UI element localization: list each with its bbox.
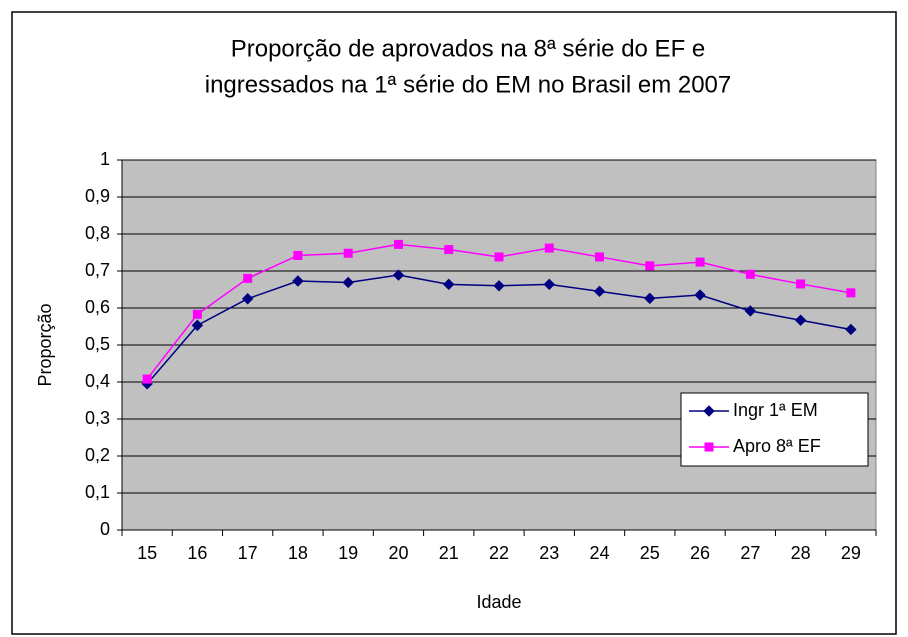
marker	[744, 305, 757, 317]
marker	[845, 323, 857, 336]
y-tick-label: 0,9	[85, 186, 110, 206]
marker	[292, 275, 304, 287]
x-tick-label: 22	[489, 543, 509, 563]
y-tick-label: 0,5	[85, 334, 110, 354]
marker	[794, 314, 807, 326]
x-tick-label: 29	[841, 543, 861, 563]
marker	[645, 261, 655, 271]
marker	[494, 252, 504, 262]
x-tick-label: 20	[388, 543, 408, 563]
x-tick-label: 23	[539, 543, 559, 563]
marker	[595, 252, 605, 262]
marker	[644, 292, 656, 305]
marker	[593, 285, 606, 298]
marker	[191, 319, 204, 332]
x-tick-label: 24	[590, 543, 610, 563]
y-tick-label: 0,3	[85, 408, 110, 428]
marker	[342, 276, 354, 289]
marker	[704, 442, 714, 452]
marker	[293, 250, 303, 260]
y-tick-label: 0,6	[85, 297, 110, 317]
marker	[745, 269, 755, 279]
marker	[241, 293, 254, 305]
marker	[142, 374, 152, 384]
marker	[846, 288, 856, 298]
y-tick-label: 0,4	[85, 371, 110, 391]
x-tick-label: 17	[238, 543, 258, 563]
x-tick-label: 27	[740, 543, 760, 563]
marker	[343, 248, 353, 258]
x-tick-label: 15	[137, 543, 157, 563]
marker	[543, 278, 555, 291]
marker	[444, 245, 454, 255]
marker	[192, 309, 202, 319]
x-tick-label: 16	[187, 543, 207, 563]
marker	[544, 243, 554, 253]
x-tick-label: 19	[338, 543, 358, 563]
y-axis-label: Proporção	[35, 303, 55, 386]
legend-label: Apro 8ª EF	[733, 436, 821, 456]
marker	[796, 279, 806, 289]
legend	[680, 392, 869, 467]
y-tick-label: 0,2	[85, 445, 110, 465]
y-tick-label: 0	[100, 519, 110, 539]
marker	[695, 257, 705, 267]
marker	[694, 289, 706, 301]
marker	[493, 280, 505, 292]
y-tick-label: 0,1	[85, 482, 110, 502]
x-tick-label: 21	[439, 543, 459, 563]
x-axis-label: Idade	[476, 592, 521, 612]
y-tick-label: 0,8	[85, 223, 110, 243]
marker	[392, 269, 405, 281]
marker	[443, 278, 455, 291]
x-tick-label: 25	[640, 543, 660, 563]
chart-title: ingressados na 1ª série do EM no Brasil …	[205, 71, 732, 98]
marker	[703, 405, 715, 417]
x-tick-label: 28	[791, 543, 811, 563]
marker	[243, 273, 253, 283]
marker	[393, 239, 403, 249]
y-tick-label: 1	[100, 149, 110, 169]
x-tick-label: 26	[690, 543, 710, 563]
chart-title: Proporção de aprovados na 8ª série do EF…	[231, 35, 706, 62]
legend-label: Ingr 1ª EM	[733, 400, 818, 420]
y-tick-label: 0,7	[85, 260, 110, 280]
x-tick-label: 18	[288, 543, 308, 563]
